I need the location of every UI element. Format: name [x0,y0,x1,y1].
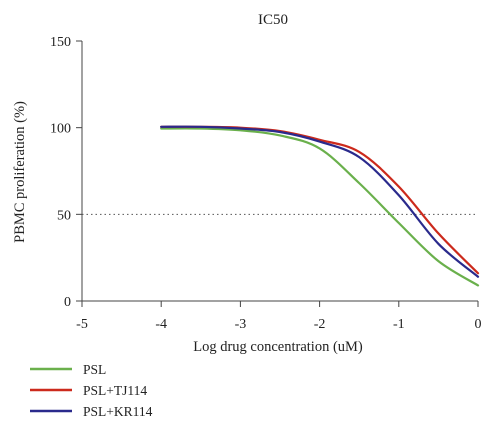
x-tick-label: -3 [235,317,247,332]
y-tick-label: 0 [64,295,71,310]
legend-label-psl-kr114: PSL+KR114 [83,404,153,419]
plot-area: 0 50 100 150 -5 -4 -3 -2 -1 0 [50,35,482,332]
x-tick-label: -1 [393,317,405,332]
y-tick-label: 150 [50,35,71,50]
series-lines [160,125,480,287]
chart-title: IC50 [258,12,288,28]
x-ticks: -5 -4 -3 -2 -1 0 [76,301,482,332]
legend: PSL PSL+TJ114 PSL+KR114 [30,362,153,419]
x-tick-label: 0 [475,317,482,332]
x-tick-label: -5 [76,317,88,332]
y-tick-label: 100 [50,122,71,137]
y-tick-label: 50 [57,208,71,223]
x-tick-label: -4 [155,317,167,332]
series-line-psl [160,127,480,287]
series-line-psl-kr114 [160,125,480,278]
x-tick-label: -2 [314,317,326,332]
x-axis-label: Log drug concentration (uM) [193,339,363,355]
y-axis-label: PBMC proliferation (%) [12,101,28,243]
legend-label-psl: PSL [83,362,106,377]
y-ticks: 0 50 100 150 [50,35,82,310]
legend-label-psl-tj114: PSL+TJ114 [83,383,147,398]
